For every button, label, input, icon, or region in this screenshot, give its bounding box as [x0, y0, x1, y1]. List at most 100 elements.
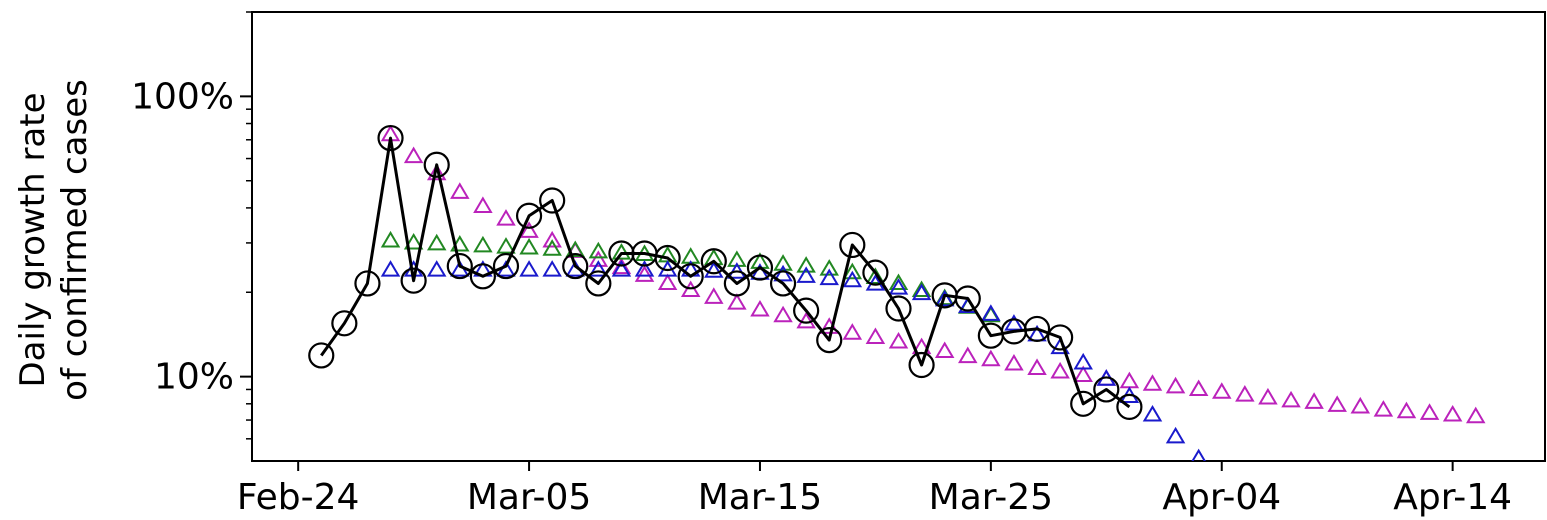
series-0-point-33 — [1070, 390, 1097, 417]
series-1-point-18 — [796, 311, 816, 329]
series-0-point-31 — [1023, 315, 1051, 343]
series-1-point-3 — [450, 182, 470, 199]
y-axis: Daily growth rate of confirmed cases 10%… — [13, 11, 252, 440]
series-1-point-7 — [542, 230, 562, 248]
series-0-point-3 — [377, 124, 404, 152]
series-1-point-47 — [1465, 406, 1486, 424]
series-0-point-24 — [862, 259, 889, 286]
y-tick-label-0: 10% — [154, 357, 234, 398]
series-2-point-18 — [796, 256, 816, 273]
series-0-point-8 — [492, 252, 520, 280]
series-1-point-40 — [1304, 392, 1324, 409]
series-1-point-41 — [1327, 395, 1347, 412]
series-0-point-35 — [1116, 393, 1143, 420]
series-3-point-17 — [773, 264, 793, 282]
series-0-point-20 — [769, 270, 797, 297]
series-2-point-7 — [542, 239, 562, 256]
series-1-point-34 — [1165, 376, 1186, 394]
series-1-point-5 — [496, 209, 516, 226]
x-tick-label-0: Feb-24 — [237, 477, 360, 518]
series-0-point-19 — [746, 254, 774, 281]
series-3-point-11 — [634, 260, 655, 277]
series-1-point-29 — [1050, 361, 1070, 379]
series-0 — [308, 124, 1143, 420]
series-3-point-14 — [704, 261, 724, 278]
series-1-point-25 — [958, 346, 978, 364]
series-1-point-12 — [657, 273, 678, 291]
y-axis-label-line2: of confirmed cases — [55, 79, 95, 401]
series-2-point-10 — [611, 243, 632, 260]
y-tick-label-1: 100% — [131, 76, 234, 117]
series-1-point-32 — [1119, 371, 1140, 389]
x-tick-label-2: Mar-15 — [698, 477, 822, 518]
series-1-point-15 — [727, 293, 747, 310]
series-1-point-43 — [1373, 400, 1394, 417]
series-3-point-22 — [888, 278, 909, 295]
series-0-point-26 — [908, 351, 935, 379]
series-3 — [380, 260, 1206, 461]
series-1-point-30 — [1073, 365, 1093, 383]
x-axis: Feb-24 Mar-05 Mar-15 Mar-25 Apr-04 Apr-14 — [237, 461, 1512, 518]
series-0-point-21 — [793, 297, 820, 324]
series-0-point-6 — [446, 252, 473, 280]
series-2-point-2 — [426, 233, 447, 251]
series-1-point-38 — [1258, 387, 1278, 405]
series-1-point-46 — [1442, 404, 1463, 422]
series-1-point-2 — [426, 163, 447, 181]
series-1-point-37 — [1235, 385, 1255, 402]
series-3-point-6 — [519, 260, 539, 277]
series-0-point-5 — [423, 151, 450, 178]
series-0-point-12 — [585, 270, 612, 297]
series-1-point-33 — [1142, 374, 1163, 391]
x-tick-label-4: Apr-04 — [1162, 477, 1281, 518]
series-1-point-36 — [1212, 382, 1232, 399]
series-1-point-14 — [704, 287, 724, 304]
series-1-point-9 — [588, 250, 609, 267]
series-1-point-13 — [680, 280, 701, 298]
series-0-point-18 — [723, 270, 750, 297]
series-0-point-28 — [954, 285, 981, 312]
series-2-point-22 — [888, 273, 909, 291]
y-axis-label-line1: Daily growth rate — [13, 92, 53, 387]
series-2-point-6 — [519, 237, 539, 255]
series-1-point-42 — [1350, 396, 1371, 414]
series-3-point-10 — [611, 260, 632, 277]
plot-frame — [251, 11, 1546, 462]
series-3-point-33 — [1142, 404, 1163, 422]
series-0-line — [320, 136, 1131, 409]
series-1-point-44 — [1396, 401, 1417, 419]
series-1-point-16 — [750, 299, 770, 317]
series-1-point-27 — [1004, 353, 1024, 371]
series-3-point-27 — [1004, 314, 1024, 331]
x-tick-label-1: Mar-05 — [467, 477, 591, 518]
series-1-point-22 — [888, 331, 909, 349]
series-1-point-1 — [403, 146, 424, 164]
series-3-point-15 — [727, 262, 747, 279]
series-3-point-35 — [1191, 448, 1206, 461]
series-2-point-19 — [819, 259, 839, 276]
series-0-point-4 — [400, 267, 427, 294]
series-0-point-34 — [1093, 376, 1120, 403]
series-1-point-45 — [1419, 403, 1440, 420]
series-3-point-26 — [981, 304, 1001, 321]
series-1-point-10 — [611, 257, 632, 275]
series-2-point-20 — [842, 262, 863, 280]
series-2-point-0 — [380, 230, 401, 248]
series-0-point-16 — [677, 263, 704, 290]
series-3-point-9 — [588, 260, 609, 277]
series-2-point-8 — [565, 240, 585, 258]
series-3-point-30 — [1073, 352, 1093, 370]
series-0-point-23 — [839, 231, 866, 259]
series-1-point-39 — [1281, 390, 1301, 408]
series-2-point-4 — [473, 235, 493, 253]
series-layer — [308, 124, 1486, 461]
series-3-point-7 — [542, 260, 562, 277]
series-2-point-9 — [588, 241, 609, 259]
series-0-point-1 — [331, 310, 358, 337]
series-1-point-20 — [842, 323, 863, 340]
series-0-point-0 — [308, 342, 335, 369]
series-0-point-32 — [1047, 324, 1074, 351]
series-1-point-35 — [1188, 379, 1209, 397]
series-0-point-7 — [469, 263, 496, 290]
